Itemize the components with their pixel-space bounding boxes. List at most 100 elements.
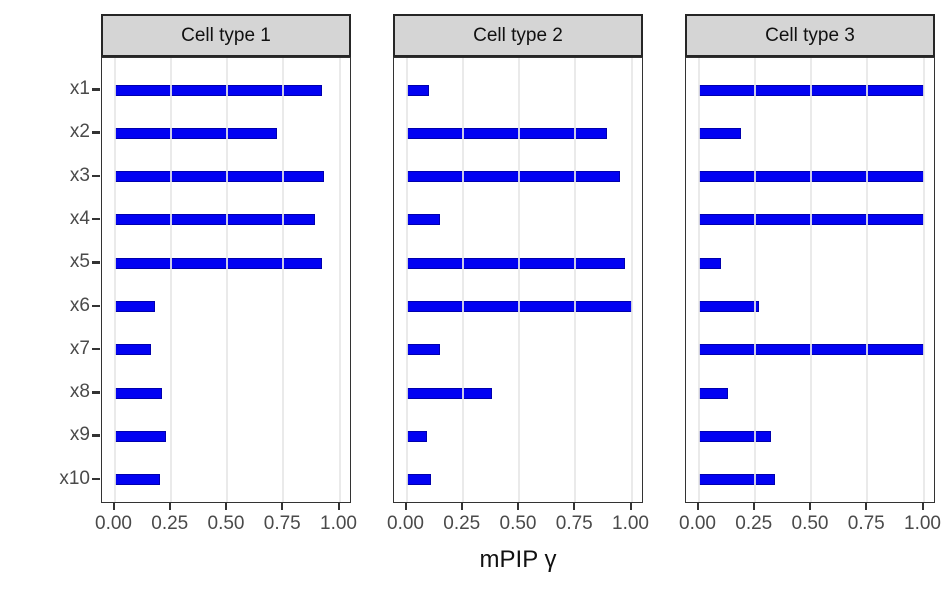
x-tick-label-0.50: 0.50 [207, 513, 245, 534]
bar-x7 [406, 344, 441, 356]
x-tick-label-0.00: 0.00 [95, 513, 132, 534]
x-tick-0.00 [696, 503, 699, 510]
bar-x4 [406, 214, 441, 226]
gridline-0.50 [226, 58, 228, 502]
x-tick-1.00 [337, 503, 340, 510]
x-tick-label-0.25: 0.25 [443, 513, 481, 534]
y-axis-label-x10: x10 [59, 467, 90, 489]
bar-x9 [698, 430, 771, 442]
gridline-1.00 [630, 58, 633, 502]
y-axis-label-x4: x4 [69, 207, 90, 229]
y-axis-label-x3: x3 [69, 164, 90, 186]
x-tick-1.00 [921, 503, 924, 510]
x-tick-label-1.00: 1.00 [612, 513, 649, 534]
y-axis-label-x9: x9 [69, 424, 90, 446]
facet-strip-3: Cell type 3 [685, 14, 935, 57]
y-axis-label-x5: x5 [69, 251, 90, 273]
x-tick-0.75 [281, 503, 284, 510]
gridline-0.25 [169, 58, 172, 502]
bar-x1 [406, 84, 429, 96]
bar-x9 [114, 430, 167, 442]
y-tick-x1 [92, 88, 100, 91]
facet-strip-label: Cell type 1 [181, 24, 271, 46]
gridline-0.75 [866, 58, 869, 502]
x-tick-0.75 [573, 503, 576, 510]
bar-x10 [406, 474, 432, 486]
gridline-0.50 [810, 58, 812, 502]
gridline-0.75 [282, 58, 285, 502]
x-tick-0.50 [809, 503, 811, 510]
y-axis-label-x2: x2 [69, 121, 90, 143]
y-tick-x8 [92, 391, 100, 394]
x-tick-1.00 [629, 503, 632, 510]
x-tick-label-0.75: 0.75 [847, 513, 885, 534]
bar-x10 [698, 474, 775, 486]
bar-x2 [114, 127, 277, 139]
y-axis-label-x6: x6 [69, 294, 90, 316]
y-axis-label-x8: x8 [69, 381, 90, 403]
bar-x8 [698, 387, 728, 399]
x-tick-0.00 [404, 503, 407, 510]
bar-x2 [406, 127, 607, 139]
x-tick-0.50 [517, 503, 519, 510]
bar-x6 [698, 301, 760, 312]
x-tick-label-0.50: 0.50 [499, 513, 537, 534]
bar-x5 [406, 257, 625, 269]
x-tick-0.75 [865, 503, 868, 510]
bar-x1 [114, 84, 322, 96]
y-tick-x3 [92, 174, 100, 178]
y-tick-x4 [92, 217, 100, 221]
x-tick-label-0.75: 0.75 [263, 513, 301, 534]
x-tick-0.50 [225, 503, 227, 510]
x-tick-label-0.50: 0.50 [791, 513, 829, 534]
bar-x10 [114, 474, 160, 486]
facet-strip-label: Cell type 3 [765, 24, 855, 46]
facet-strip-1: Cell type 1 [101, 14, 351, 57]
y-tick-x2 [92, 131, 100, 134]
bar-x3 [406, 171, 621, 183]
x-tick-0.25 [460, 503, 463, 510]
gridline-0.25 [753, 58, 756, 502]
x-tick-0.25 [168, 503, 171, 510]
x-tick-label-0.00: 0.00 [387, 513, 424, 534]
bar-x6 [114, 301, 155, 312]
x-tick-label-1.00: 1.00 [320, 513, 357, 534]
bar-x4 [114, 214, 315, 226]
x-tick-label-0.75: 0.75 [555, 513, 593, 534]
bar-x8 [406, 387, 492, 399]
bar-x8 [114, 387, 162, 399]
bar-x3 [114, 171, 324, 183]
gridline-0.00 [697, 58, 700, 502]
x-tick-label-0.25: 0.25 [735, 513, 773, 534]
facet-strip-label: Cell type 2 [473, 24, 563, 46]
gridline-1.00 [338, 58, 341, 502]
y-tick-x5 [92, 261, 100, 264]
bar-x7 [114, 344, 151, 356]
gridline-0.50 [518, 58, 520, 502]
y-tick-x6 [92, 304, 100, 307]
x-tick-label-0.00: 0.00 [679, 513, 716, 534]
gridline-0.75 [574, 58, 577, 502]
bar-x5 [698, 257, 721, 269]
x-tick-label-0.25: 0.25 [151, 513, 189, 534]
gridline-1.00 [922, 58, 925, 502]
gridline-0.25 [461, 58, 464, 502]
x-axis-title: mPIP γ [479, 546, 557, 573]
gridline-0.00 [113, 58, 116, 502]
x-tick-label-1.00: 1.00 [904, 513, 941, 534]
plot-area-2 [393, 57, 643, 503]
y-tick-x7 [92, 347, 100, 351]
gridline-0.00 [405, 58, 408, 502]
y-axis-label-x7: x7 [69, 337, 90, 359]
y-axis-label-x1: x1 [69, 78, 90, 99]
x-tick-0.25 [752, 503, 755, 510]
x-tick-0.00 [112, 503, 115, 510]
plot-area-1 [101, 57, 351, 503]
facet-strip-2: Cell type 2 [393, 14, 643, 57]
bar-x9 [406, 430, 427, 442]
bar-x5 [114, 257, 322, 269]
y-tick-x10 [92, 477, 100, 481]
plot-area-3 [685, 57, 935, 503]
bar-x2 [698, 127, 742, 139]
